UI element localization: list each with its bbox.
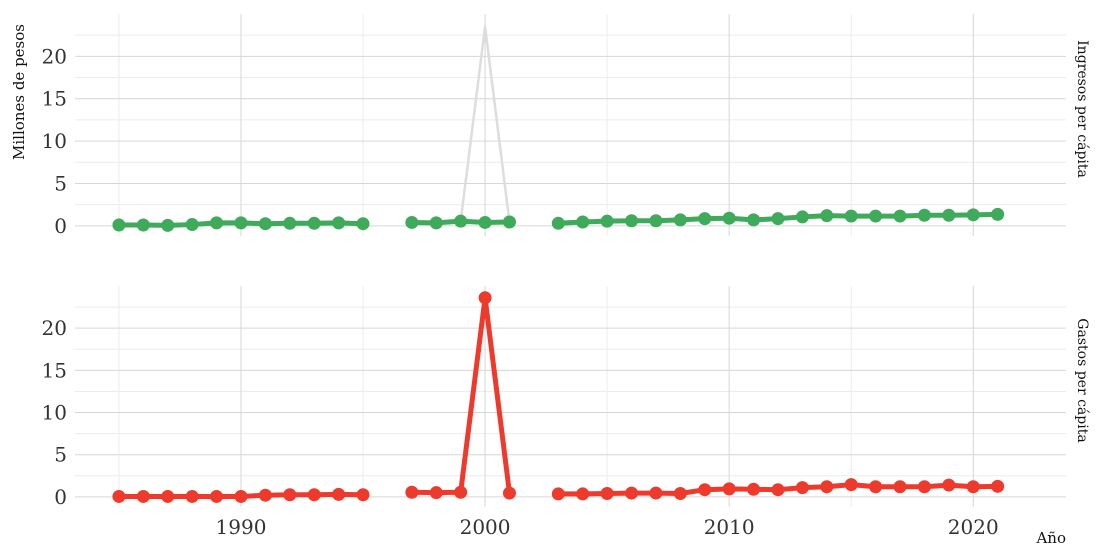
data-point: [625, 214, 639, 228]
data-point: [356, 488, 370, 502]
data-point: [698, 212, 712, 226]
data-point: [234, 489, 248, 503]
data-point: [136, 218, 150, 232]
x-axis-label: Año: [1035, 529, 1066, 546]
data-point: [820, 209, 834, 223]
data-point: [722, 211, 736, 225]
data-point: [893, 209, 907, 223]
data-point: [576, 215, 590, 229]
data-point: [869, 480, 883, 494]
data-point: [429, 486, 443, 500]
facets: 0 5 10 15 20 Ingresos per cápita 0 5 10 15 20 Gasto…: [42, 14, 1090, 539]
data-point: [210, 216, 224, 230]
data-point: [966, 208, 980, 222]
data-point: [576, 487, 590, 501]
y-axis-label: Millones de pesos: [10, 24, 28, 160]
data-point: [283, 488, 297, 502]
data-point: [210, 489, 224, 503]
data-point: [844, 209, 858, 223]
data-point: [112, 218, 126, 232]
y-tick-label: 15: [42, 87, 67, 111]
data-point: [991, 479, 1005, 493]
x-tick-label: 2020: [948, 515, 999, 539]
data-point: [454, 214, 468, 228]
data-point: [625, 486, 639, 500]
y-tick-label: 20: [42, 316, 67, 340]
y-tick-label: 20: [42, 44, 67, 68]
data-point: [258, 217, 272, 231]
data-point: [722, 482, 736, 496]
data-point: [502, 215, 516, 229]
data-point: [869, 209, 883, 223]
data-point: [185, 218, 199, 232]
data-point: [478, 215, 492, 229]
data-point: [307, 488, 321, 502]
data-point: [991, 207, 1005, 221]
data-point: [356, 217, 370, 231]
data-point: [820, 480, 834, 494]
data-point: [161, 218, 175, 232]
data-point: [405, 215, 419, 229]
data-point: [161, 489, 175, 503]
facet-strip-label: Gastos per cápita: [1074, 318, 1090, 442]
data-point: [771, 483, 785, 497]
data-point: [600, 214, 614, 228]
data-point: [844, 478, 858, 492]
data-point: [942, 478, 956, 492]
data-point: [673, 213, 687, 227]
data-point: [234, 216, 248, 230]
y-tick-label: 0: [54, 485, 67, 509]
data-point: [795, 210, 809, 224]
y-tick-label: 10: [42, 129, 67, 153]
data-point: [283, 216, 297, 230]
data-point: [600, 487, 614, 501]
data-point: [307, 216, 321, 230]
data-point: [917, 208, 931, 222]
facet-panel: 0 5 10 15 20 Gastos per cápita: [42, 286, 1090, 509]
data-point: [649, 214, 663, 228]
data-point: [771, 212, 785, 226]
data-point: [454, 485, 468, 499]
data-point: [405, 485, 419, 499]
x-tick-label: 1990: [216, 515, 267, 539]
data-point: [136, 489, 150, 503]
data-point: [795, 481, 809, 495]
data-point: [942, 208, 956, 222]
data-point: [502, 486, 516, 500]
series-line: [409, 295, 512, 496]
y-tick-label: 5: [54, 171, 67, 195]
facet-panel: 0 5 10 15 20 Ingresos per cápita: [42, 14, 1090, 238]
y-tick-label: 0: [54, 214, 67, 238]
facet-strip-label: Ingresos per cápita: [1074, 40, 1090, 178]
data-point: [332, 487, 346, 501]
y-tick-label: 5: [54, 443, 67, 467]
data-point: [112, 489, 126, 503]
data-point: [747, 213, 761, 227]
data-point: [551, 487, 565, 501]
data-point: [258, 488, 272, 502]
y-tick-label: 15: [42, 358, 67, 382]
data-point: [966, 480, 980, 494]
ghost-series-line: [459, 25, 511, 223]
data-point: [698, 483, 712, 497]
data-point: [747, 482, 761, 496]
data-point: [673, 487, 687, 501]
data-point: [917, 480, 931, 494]
y-tick-label: 10: [42, 401, 67, 425]
data-point: [332, 216, 346, 230]
data-point: [478, 291, 492, 305]
data-point: [429, 216, 443, 230]
data-point: [185, 489, 199, 503]
data-point: [551, 216, 565, 230]
data-point: [893, 480, 907, 494]
x-tick-label: 2010: [704, 515, 755, 539]
x-tick-label: 2000: [460, 515, 511, 539]
data-point: [649, 486, 663, 500]
